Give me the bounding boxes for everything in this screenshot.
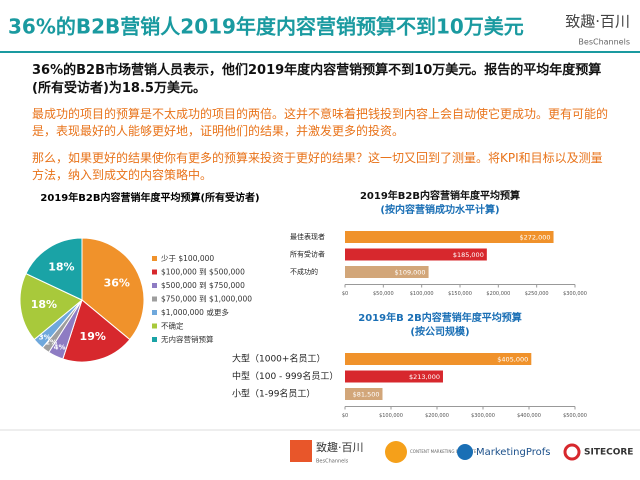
chart-title: 2019年B2B内容营销年度平均预算(所有受访者) [40,191,259,204]
slice-label: 19% [80,330,106,343]
category-label: 大型（1000+名员工） [232,353,325,365]
x-tick-label: $400,000 [517,413,541,419]
value-label: $213,000 [409,373,440,381]
logo-icon [290,440,312,462]
mp-icon [457,444,473,460]
value-label: $109,000 [395,269,426,277]
pie-slice [19,272,83,341]
pie-slice [81,237,145,341]
x-tick-label: $300,000 [563,291,587,297]
category-label: 所有受访者 [290,250,325,259]
x-tick-label: $150,000 [448,291,472,297]
slice-label: 4% [54,344,66,352]
legend-label: 不确定 [161,321,184,331]
title: 36%的B2B营销人2019年度内容营销预算不到10万美元 [8,15,524,39]
x-tick-label: $200,000 [486,291,510,297]
footer-logo: 致趣·百川 [316,440,364,454]
chart-title: 2019年B 2B内容营销年度平均预算 [358,311,522,324]
legend-swatch [152,283,157,288]
logo-sub: BesChannels [578,38,630,47]
value-label: $185,000 [453,251,484,259]
slice-label: 3% [39,333,51,341]
legend-label: $500,000 到 $750,000 [161,281,245,290]
slice-label: 18% [31,298,57,311]
slice-label: 2% [45,339,57,347]
footer-logo: SITECORE [584,448,633,458]
bar [345,370,443,383]
category-label: 小型（1-99名员工） [232,388,315,400]
paragraph: 那么，如果更好的结果使你有更多的预算来投资于更好的结果？这一切又回到了测量。将K… [32,151,603,182]
slice-label: 36% [104,277,130,290]
bar [345,231,554,243]
x-tick-label: $0 [342,413,348,419]
footer-logo: BesChannels [316,459,349,465]
logo: 致趣·百川 [565,13,630,31]
x-tick-label: $500,000 [563,413,587,419]
value-label: $81,500 [353,391,380,399]
legend-label: $100,000 到 $500,000 [161,268,245,277]
paragraph: 36%的B2B市场营销人员表示，他们2019年度内容营销预算不到10万美元。报告… [32,63,602,96]
value-label: $405,000 [497,356,528,364]
x-tick-label: $100,000 [410,291,434,297]
legend-label: $750,000 到 $1,000,000 [161,295,252,304]
bar [345,266,429,278]
x-tick-label: $50,000 [373,291,394,297]
legend-label: 无内容营销预算 [161,334,214,344]
chart-subtitle: (按公司规模) [410,325,469,338]
bar [345,248,487,261]
x-tick-label: $0 [342,291,348,297]
category-label: 中型（100 - 999名员工） [232,370,338,382]
category-label: 不成功的 [290,267,318,276]
value-label: $272,000 [520,234,551,242]
bar [345,388,383,400]
legend-swatch [152,337,157,342]
pie-slice [25,237,83,301]
x-tick-label: $300,000 [471,413,495,419]
bar [345,353,532,365]
x-tick-label: $100,000 [379,413,403,419]
pie-slice [62,299,131,363]
x-tick-label: $250,000 [525,291,549,297]
cmi-icon [385,441,407,463]
category-label: 最佳表现者 [290,232,325,241]
legend-swatch [152,296,157,302]
footer-logo: CONTENT MARKETING INSTITUTE [410,449,477,454]
legend-swatch [152,323,157,329]
sc-icon [563,443,581,461]
footer-logo: MarketingProfs [476,447,550,458]
legend-label: 少于 $100,000 [161,254,214,263]
x-tick-label: $200,000 [425,413,449,419]
slice-label: 18% [48,261,74,274]
legend-swatch [152,310,157,315]
chart-title: 2019年B2B内容营销年度平均预算 [360,189,520,202]
legend-swatch [152,269,157,275]
legend-swatch [152,256,157,261]
legend-label: $1,000,000 或更多 [161,307,229,317]
paragraph: 最成功的项目的预算是不太成功的项目的两倍。这并不意味着把钱投到内容上会自动使它更… [32,107,609,138]
chart-subtitle: (按内容营销成功水平计算) [380,203,499,216]
